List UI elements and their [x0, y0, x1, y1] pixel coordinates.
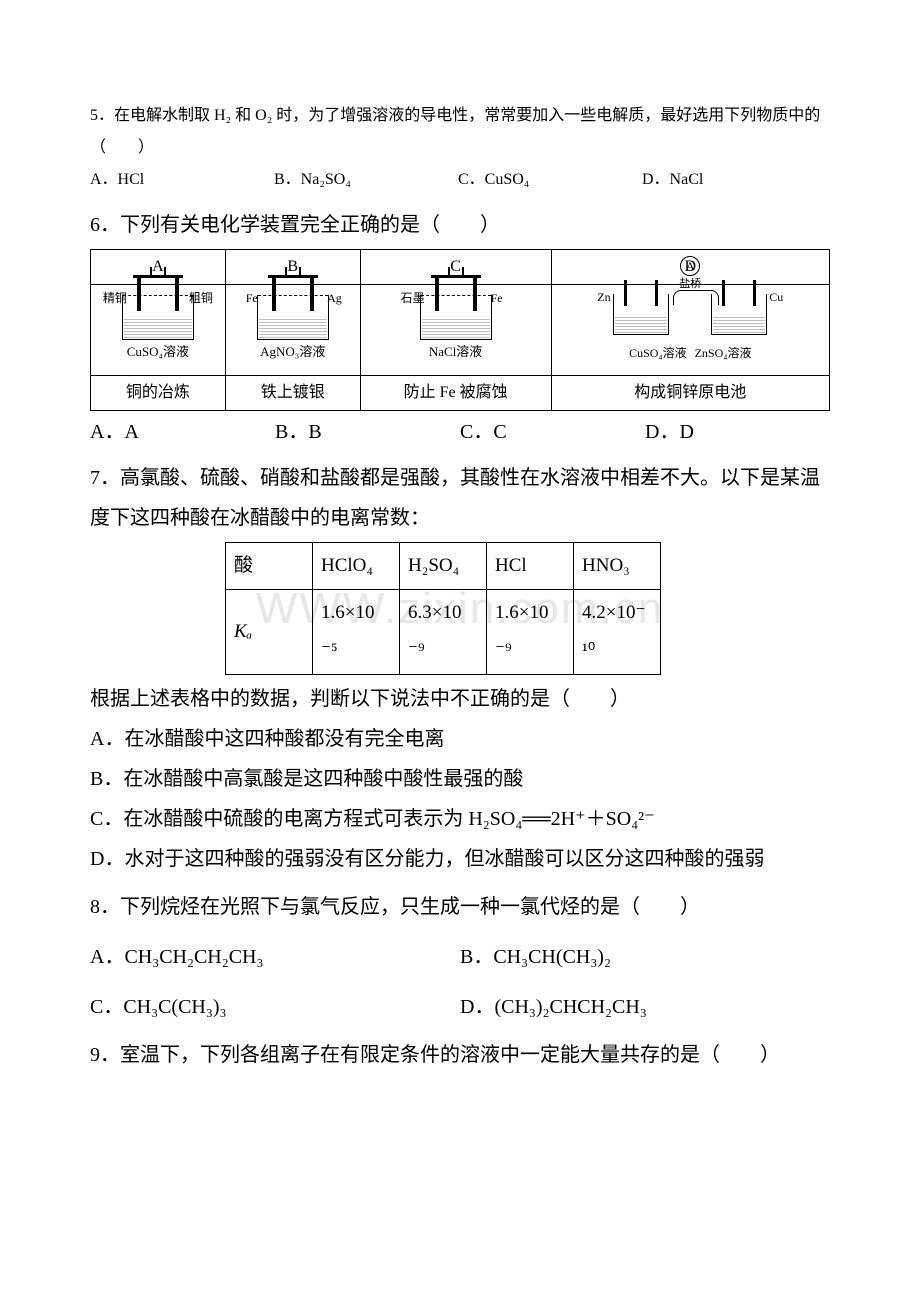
q6a-left: 精铜 — [103, 289, 127, 308]
question-7: 7．高氯酸、硫酸、硝酸和盐酸都是强酸，其酸性在水溶液中相差不大。以下是某温度下这… — [90, 458, 830, 879]
q6-opt-b: B．B — [275, 417, 455, 448]
q6-diagram-a: 精铜 粗铜 CuSO₄溶液 — [91, 285, 226, 376]
question-9: 9．室温下，下列各组离子在有限定条件的溶液中一定能大量共存的是（ ） — [90, 1035, 830, 1075]
q7-v2b: ⁻⁹ — [408, 640, 425, 661]
q5-opt-b: B．Na₂SO₄ — [274, 164, 454, 196]
q7-r1c3: HCl — [487, 543, 574, 590]
q6d-bridge: 盐桥 — [679, 276, 701, 293]
q6-diagram-c: 石墨 Fe NaCl溶液 — [360, 285, 551, 376]
q7-v4b: ¹⁰ — [582, 640, 595, 661]
ammeter-icon: A — [680, 256, 700, 276]
q6-options: A．A B．B C．C D．D — [90, 417, 830, 448]
q7-r2c3: 1.6×10 ⁻⁹ — [487, 590, 574, 675]
q6c-sol: NaCl溶液 — [420, 342, 492, 362]
q7-p1: 7．高氯酸、硫酸、硝酸和盐酸都是强酸，其酸性在水溶液中相差不大。以下是某温度下这… — [90, 458, 830, 538]
q7-r1c4: HNO₃ — [574, 543, 661, 590]
q7-v1a: 1.6×10 — [321, 602, 374, 623]
q6-opt-c: C．C — [460, 417, 640, 448]
q6-head-c: C — [360, 250, 551, 285]
q6-diagram-b: Fe Ag AgNO₃溶液 — [225, 285, 360, 376]
q7-v3a: 1.6×10 — [495, 602, 548, 623]
q7-opt-d: D．水对于这四种酸的强弱没有区分能力，但冰醋酸可以区分这四种酸的强弱 — [90, 839, 830, 879]
q7-v3b: ⁻⁹ — [495, 640, 512, 661]
q6d-sol-r: ZnSO₄溶液 — [695, 344, 752, 363]
q6b-right: Ag — [327, 289, 342, 308]
q7-opt-b: B．在冰醋酸中高氯酸是这四种酸中酸性最强的酸 — [90, 759, 830, 799]
q7-r2c4: 4.2×10⁻ ¹⁰ — [574, 590, 661, 675]
q6d-cap: 构成铜锌原电池 — [551, 376, 829, 411]
question-8: 8．下列烷烃在光照下与氯气反应，只生成一种一氯代烃的是（ ） A．CH₃CH₂C… — [90, 887, 830, 1027]
q8-text: 8．下列烷烃在光照下与氯气反应，只生成一种一氯代烃的是（ ） — [90, 887, 830, 927]
q8-opt-c: C．CH₃C(CH₃)₃ — [90, 987, 460, 1027]
q9-text: 9．室温下，下列各组离子在有限定条件的溶液中一定能大量共存的是（ ） — [90, 1035, 830, 1075]
q6a-cap: 铜的冶炼 — [91, 376, 226, 411]
q7-r1c1: HClO₄ — [313, 543, 400, 590]
q6d-sol-l: CuSO₄溶液 — [629, 344, 687, 363]
q7-r2c1: 1.6×10 ⁻⁵ — [313, 590, 400, 675]
question-5: 5．在电解水制取 H₂ 和 O₂ 时，为了增强溶液的导电性，常常要加入一些电解质… — [90, 100, 830, 196]
q5-text: 5．在电解水制取 H₂ 和 O₂ 时，为了增强溶液的导电性，常常要加入一些电解质… — [90, 100, 830, 164]
q7-opt-c: C．在冰醋酸中硫酸的电离方程式可表示为 H₂SO₄══2H⁺＋SO₄²⁻ — [90, 799, 830, 839]
q7-p2: 根据上述表格中的数据，判断以下说法中不正确的是（ ） — [90, 679, 830, 719]
q5-opt-d: D．NaCl — [642, 164, 792, 196]
q5-options: A．HCl B．Na₂SO₄ C．CuSO₄ D．NaCl — [90, 164, 830, 196]
q6a-right: 粗铜 — [189, 289, 213, 308]
q6-title: 6．下列有关电化学装置完全正确的是（ ） — [90, 210, 830, 241]
q6d-right: Cu — [769, 288, 783, 307]
q6a-sol: CuSO₄溶液 — [122, 342, 194, 362]
q6c-cap: 防止 Fe 被腐蚀 — [360, 376, 551, 411]
q7-ka-label: Kₐ — [234, 621, 252, 642]
q8-opt-a: A．CH₃CH₂CH₂CH₃ — [90, 937, 460, 977]
q6c-left: 石墨 — [401, 289, 425, 308]
q6-head-a: A — [91, 250, 226, 285]
q7-r1c2: H₂SO₄ — [400, 543, 487, 590]
q7-v1b: ⁻⁵ — [321, 640, 338, 661]
q6c-right: Fe — [491, 289, 503, 308]
q6d-left: Zn — [597, 288, 610, 307]
q7-r1c0: 酸 — [226, 543, 313, 590]
q6-head-b: B — [225, 250, 360, 285]
q6b-sol: AgNO₃溶液 — [257, 342, 329, 362]
q7-r2c2: 6.3×10 ⁻⁹ — [400, 590, 487, 675]
q7-table: 酸 HClO₄ H₂SO₄ HCl HNO₃ Kₐ 1.6×10 ⁻⁵ 6.3×1… — [225, 542, 661, 675]
q6-opt-d: D．D — [645, 417, 795, 448]
q7-v4a: 4.2×10⁻ — [582, 602, 646, 623]
q8-opt-b: B．CH₃CH(CH₃)₂ — [460, 937, 830, 977]
q6-table: A B C D 精铜 粗铜 CuSO₄溶液 Fe — [90, 249, 830, 411]
q6-diagram-d: A Zn Cu 盐桥 CuSO₄溶液 ZnSO₄溶液 — [551, 285, 829, 376]
q5-opt-a: A．HCl — [90, 164, 270, 196]
q8-opt-d: D．(CH₃)₂CHCH₂CH₃ — [460, 987, 830, 1027]
q6b-left: Fe — [246, 289, 258, 308]
q7-opt-a: A．在冰醋酸中这四种酸都没有完全电离 — [90, 719, 830, 759]
q5-opt-c: C．CuSO₄ — [458, 164, 638, 196]
q6-opt-a: A．A — [90, 417, 270, 448]
q7-v2a: 6.3×10 — [408, 602, 461, 623]
q6b-cap: 铁上镀银 — [225, 376, 360, 411]
